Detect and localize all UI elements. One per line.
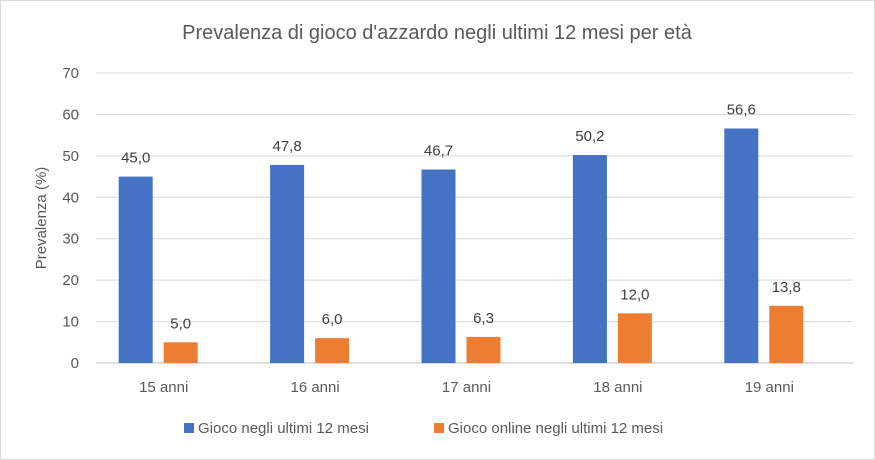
bar-gioco-5 [724,128,759,363]
x-tick-label: 18 anni [593,379,642,396]
data-labels: 45,0 5,0 47,8 6,0 46,7 6,3 50,2 12,0 56,6 13,8 [121,102,801,333]
legend-swatch [184,423,194,433]
y-tick-label: 0 [71,355,79,372]
bar-gioco-online-3 [466,336,501,363]
data-label: 6,0 [322,311,343,328]
x-tick-label: 16 anni [290,379,339,396]
data-label: 12,0 [620,286,649,303]
legend: Gioco negli ultimi 12 mesi Gioco online n… [184,420,663,437]
y-tick-label: 20 [62,272,79,289]
bar-gioco-2 [270,164,305,363]
y-tick-label: 10 [62,314,79,331]
data-label: 46,7 [424,143,453,160]
data-label: 47,8 [272,138,301,155]
legend-label: Gioco online negli ultimi 12 mesi [448,420,663,437]
bar-gioco-3 [421,169,456,363]
bars [118,128,804,363]
y-tick-label: 50 [62,148,79,165]
data-label: 56,6 [727,102,756,119]
x-tick-label: 19 anni [745,379,794,396]
bar-gioco-1 [118,176,153,363]
data-label: 5,0 [170,315,191,332]
data-label: 50,2 [575,128,604,145]
x-tick-label: 17 anni [442,379,491,396]
legend-swatch [434,423,444,433]
bar-gioco-online-4 [617,313,652,363]
bar-gioco-online-1 [163,342,198,363]
x-tick-label: 15 anni [139,379,188,396]
x-axis-ticks: 15 anni 16 anni 17 anni 18 anni 19 anni [139,379,794,396]
y-tick-label: 70 [62,65,79,82]
y-axis-ticks: 0 10 20 30 40 50 60 70 [62,65,79,372]
legend-label: Gioco negli ultimi 12 mesi [198,420,369,437]
chart-title: Prevalenza di gioco d'azzardo negli ulti… [182,22,693,44]
bar-gioco-4 [572,155,607,363]
bar-gioco-online-5 [769,305,804,363]
data-label: 6,3 [473,310,494,327]
y-tick-label: 30 [62,231,79,248]
y-axis-label: Prevalenza (%) [33,167,50,270]
y-tick-label: 40 [62,189,79,206]
bar-gioco-online-2 [315,338,350,363]
y-tick-label: 60 [62,106,79,123]
data-label: 13,8 [772,279,801,296]
data-label: 45,0 [121,150,150,167]
